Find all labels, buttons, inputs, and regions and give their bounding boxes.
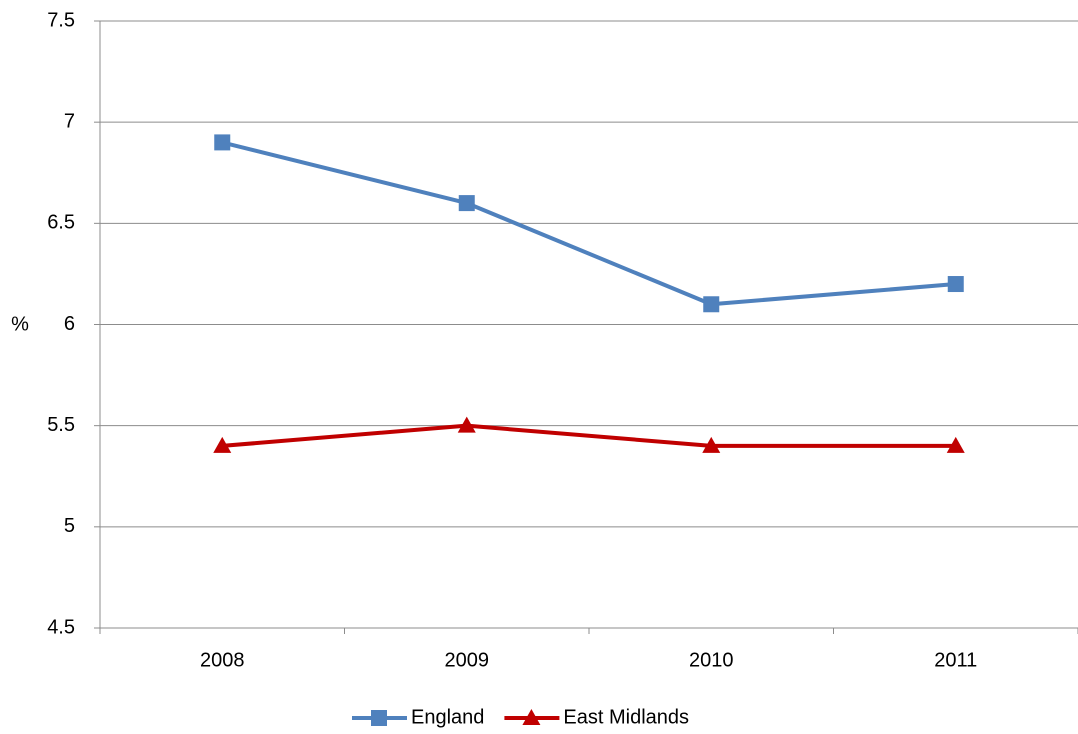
data-point [213,436,232,453]
data-point [702,436,721,453]
x-tick-label: 2010 [689,649,734,671]
y-tick-label: 7 [64,110,75,132]
data-point [214,134,231,151]
y-tick-label: 7.5 [47,9,75,31]
y-tick-label: 5.5 [47,414,75,436]
series-line [222,423,956,448]
y-tick-label: 5 [64,515,75,537]
y-tick-label: 6.5 [47,212,75,234]
y-tick-label: 6 [64,313,75,335]
data-point [703,296,720,313]
data-point [946,436,965,453]
legend-label: England [411,706,484,728]
x-tick-label: 2008 [200,649,245,671]
x-tick-label: 2009 [445,649,490,671]
legend-label: East Midlands [563,706,689,728]
legend-marker [522,709,541,725]
x-tick-label: 2011 [934,649,977,671]
series-line [221,140,956,307]
data-point [458,195,475,212]
y-axis-label: % [11,313,29,335]
legend-marker [371,710,387,726]
y-tick-label: 4.5 [47,616,75,638]
data-point [947,276,964,293]
data-point [457,416,476,433]
